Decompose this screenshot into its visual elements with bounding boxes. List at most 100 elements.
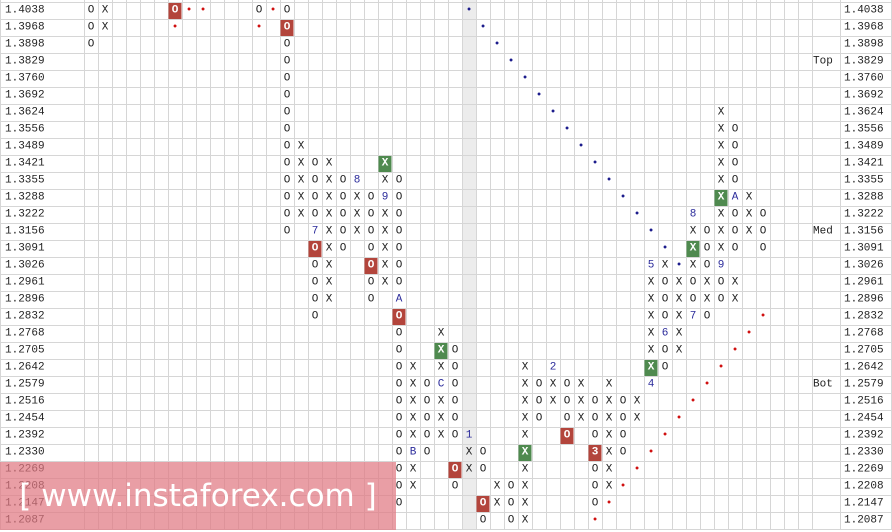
price-label: 1.3556	[5, 124, 45, 136]
trend-dot: •	[172, 22, 179, 34]
cell-mark: X	[326, 243, 333, 255]
box-cell	[714, 190, 728, 206]
cell-mark: X	[410, 413, 417, 425]
box-cell	[588, 445, 602, 461]
price-label: 1.3091	[844, 243, 884, 255]
cell-mark: O	[284, 192, 291, 204]
box-cell	[518, 445, 532, 461]
cell-mark: X	[606, 447, 613, 459]
month-marker: 8	[354, 175, 361, 187]
month-marker: 7	[312, 226, 319, 238]
cell-mark: O	[312, 277, 319, 289]
cell-mark: O	[424, 379, 431, 391]
price-label: 1.3288	[844, 192, 884, 204]
month-marker: 9	[718, 260, 725, 272]
cell-mark: O	[452, 362, 459, 374]
price-label: 1.3760	[5, 73, 45, 85]
cell-mark: O	[480, 515, 487, 527]
month-marker: 4	[648, 379, 655, 391]
cell-mark: O	[564, 413, 571, 425]
cell-mark: O	[396, 413, 403, 425]
cell-mark: O	[284, 124, 291, 136]
cell-mark: O	[592, 498, 599, 510]
box-cell	[378, 156, 392, 172]
cell-mark: X	[648, 362, 655, 374]
box-cell	[476, 496, 490, 512]
box-cell	[168, 3, 182, 19]
price-label: 1.3489	[5, 141, 45, 153]
cell-mark: X	[410, 362, 417, 374]
price-label: 1.3968	[5, 22, 45, 34]
cell-mark: X	[382, 209, 389, 221]
cell-mark: O	[396, 311, 403, 323]
price-label: 1.2454	[844, 413, 884, 425]
cell-mark: O	[732, 141, 739, 153]
cell-mark: O	[662, 294, 669, 306]
cell-mark: X	[718, 158, 725, 170]
trend-dot: •	[508, 56, 515, 68]
cell-mark: X	[102, 22, 109, 34]
cell-mark: X	[522, 464, 529, 476]
cell-mark: O	[88, 5, 95, 17]
cell-mark: X	[634, 413, 641, 425]
cell-mark: X	[466, 447, 473, 459]
price-label: 1.3222	[5, 209, 45, 221]
trend-dot: •	[704, 379, 711, 391]
cell-mark: O	[256, 5, 263, 17]
cell-mark: X	[410, 379, 417, 391]
cell-mark: O	[662, 345, 669, 357]
price-label: 1.3829	[844, 56, 884, 68]
cell-mark: X	[676, 311, 683, 323]
cell-mark: O	[508, 498, 515, 510]
cell-mark: O	[312, 158, 319, 170]
cell-mark: X	[550, 396, 557, 408]
price-label: 1.3898	[844, 39, 884, 51]
cell-mark: X	[410, 481, 417, 493]
cell-mark: O	[312, 175, 319, 187]
cell-mark: O	[368, 243, 375, 255]
price-label: 1.2516	[5, 396, 45, 408]
cell-mark: O	[452, 413, 459, 425]
cell-mark: X	[326, 226, 333, 238]
cell-mark: X	[326, 209, 333, 221]
price-label: 1.3898	[5, 39, 45, 51]
cell-mark: X	[606, 413, 613, 425]
box-cell	[434, 343, 448, 359]
cell-mark: O	[592, 464, 599, 476]
cell-mark: O	[452, 481, 459, 493]
price-label: 1.3355	[5, 175, 45, 187]
cell-mark: O	[732, 243, 739, 255]
cell-mark: X	[648, 277, 655, 289]
price-label: 1.2208	[844, 481, 884, 493]
cell-mark: O	[312, 209, 319, 221]
price-label: 1.3556	[844, 124, 884, 136]
cell-mark: X	[522, 515, 529, 527]
cell-mark: O	[536, 379, 543, 391]
cell-mark: X	[438, 328, 445, 340]
trend-dot: •	[550, 107, 557, 119]
cell-mark: O	[88, 39, 95, 51]
cell-mark: O	[424, 447, 431, 459]
cell-mark: O	[662, 362, 669, 374]
trend-dot: •	[270, 5, 277, 17]
trend-dot: •	[662, 243, 669, 255]
cell-mark: X	[522, 413, 529, 425]
price-label: 1.3968	[844, 22, 884, 34]
price-label: 1.2642	[844, 362, 884, 374]
cell-mark: X	[746, 226, 753, 238]
cell-mark: O	[592, 413, 599, 425]
cell-mark: O	[396, 260, 403, 272]
cell-mark: X	[606, 379, 613, 391]
trend-dot: •	[634, 209, 641, 221]
cell-mark: O	[690, 294, 697, 306]
highlight-column	[462, 0, 476, 529]
month-marker: A	[732, 192, 739, 204]
month-marker: A	[396, 294, 403, 306]
cell-mark: O	[284, 73, 291, 85]
cell-mark: X	[522, 396, 529, 408]
price-label: 1.2147	[844, 498, 884, 510]
cell-mark: X	[578, 379, 585, 391]
cell-mark: O	[396, 209, 403, 221]
cell-mark: O	[340, 226, 347, 238]
